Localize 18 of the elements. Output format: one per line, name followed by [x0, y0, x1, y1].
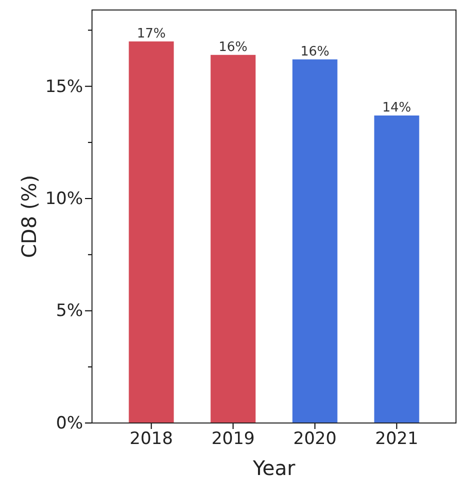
x-axis-title: Year [252, 456, 296, 480]
data-label: 16% [218, 40, 248, 55]
y-tick-label: 0% [56, 413, 83, 434]
x-tick-label: 2018 [130, 429, 173, 450]
y-tick-label: 10% [45, 188, 83, 209]
bar [292, 59, 338, 423]
x-tick-label: 2019 [211, 429, 255, 450]
bar [210, 54, 256, 423]
data-label: 16% [300, 44, 330, 60]
x-tick-label: 2020 [293, 429, 337, 450]
y-tick-label: 5% [56, 301, 83, 322]
data-label: 17% [136, 26, 166, 42]
y-tick-label: 15% [45, 76, 83, 97]
y-axis-title: CD8 (%) [17, 174, 41, 258]
bar [374, 115, 420, 423]
data-label: 14% [382, 100, 412, 116]
x-tick-label: 2021 [375, 429, 418, 450]
bar [128, 41, 174, 423]
